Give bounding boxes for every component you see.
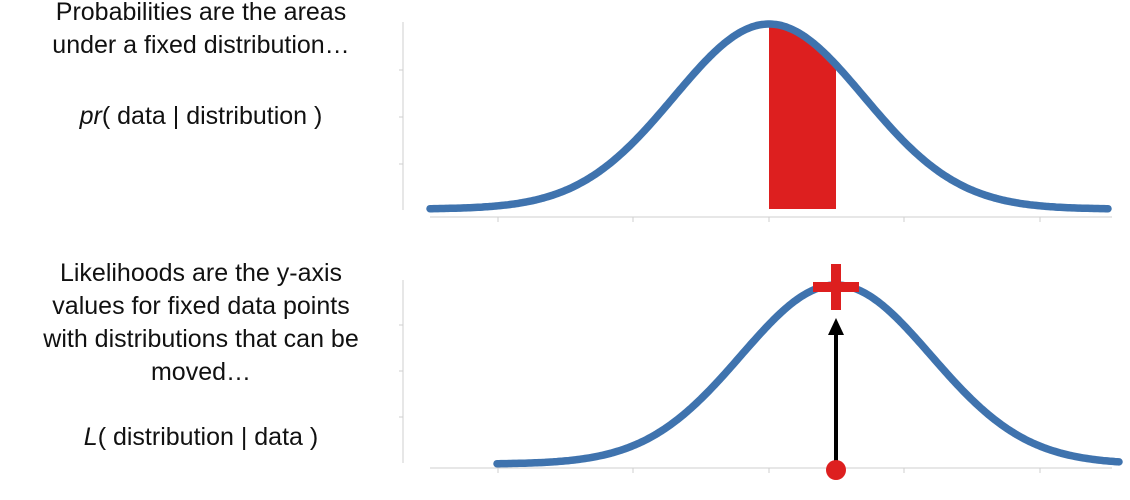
probability-caption-line-1: Probabilities are the areas bbox=[55, 0, 347, 26]
likelihood-y-axis bbox=[399, 280, 404, 463]
probability-caption-line-2: under a fixed distribution… bbox=[52, 31, 350, 59]
probability-formula-function: pr bbox=[79, 102, 102, 130]
likelihood-caption-line-4: moved… bbox=[150, 358, 252, 386]
likelihood-x-axis bbox=[430, 467, 1112, 473]
fixed-data-point bbox=[826, 460, 846, 480]
plus-marker-vertical bbox=[831, 264, 841, 310]
probability-formula-arguments: ( data | distribution ) bbox=[101, 102, 323, 130]
likelihood-marker-plus bbox=[813, 264, 859, 310]
likelihood-caption-line-3: with distributions that can be bbox=[43, 325, 359, 353]
probability-formula: pr( data | distribution ) bbox=[0, 100, 402, 133]
probability-plot bbox=[399, 20, 1112, 222]
probability-distribution-curve bbox=[426, 20, 1112, 213]
likelihood-explanation: Likelihoods are the y-axis values for fi… bbox=[0, 257, 402, 454]
likelihood-formula-function: L bbox=[83, 423, 98, 451]
likelihood-arrow-head bbox=[828, 318, 844, 335]
likelihood-caption-line-2: values for fixed data points bbox=[52, 292, 350, 320]
probability-shaded-area bbox=[769, 24, 836, 209]
probability-explanation: Probabilities are the areas under a fixe… bbox=[0, 0, 402, 133]
likelihood-distribution-curve bbox=[493, 281, 1123, 468]
likelihood-caption-line-1: Likelihoods are the y-axis bbox=[59, 259, 343, 287]
probability-y-axis bbox=[399, 22, 404, 210]
likelihood-formula-arguments: ( distribution | data ) bbox=[97, 423, 319, 451]
likelihood-formula: L( distribution | data ) bbox=[0, 421, 402, 454]
likelihood-plot bbox=[399, 264, 1123, 480]
probability-x-axis bbox=[430, 216, 1112, 222]
